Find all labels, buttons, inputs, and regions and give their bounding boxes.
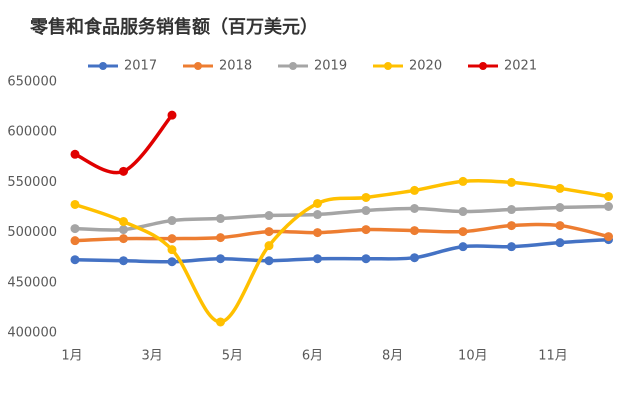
data-point [507, 221, 516, 231]
legend-marker [99, 62, 107, 70]
data-point [410, 226, 419, 236]
data-point [458, 176, 468, 186]
data-point [410, 204, 419, 214]
data-point [361, 225, 371, 235]
legend-marker [194, 62, 202, 70]
data-point [604, 191, 613, 201]
data-point [167, 257, 177, 267]
legend-label: 2019 [314, 59, 347, 74]
data-point [410, 253, 419, 263]
data-point [216, 214, 225, 224]
data-point [264, 241, 274, 251]
x-tick-label: 10月 [458, 349, 488, 364]
data-point [216, 233, 225, 243]
data-point [507, 205, 516, 215]
data-point [167, 234, 177, 244]
data-point [119, 166, 128, 176]
y-tick-label: 650000 [7, 75, 57, 90]
legend-label: 2018 [219, 59, 252, 74]
data-point [167, 110, 177, 120]
data-point [555, 203, 565, 212]
data-point [313, 210, 322, 220]
data-point [458, 207, 468, 217]
data-point [167, 245, 177, 255]
legend-label: 2017 [124, 59, 157, 74]
data-point [604, 201, 613, 211]
y-tick-label: 400000 [7, 326, 57, 341]
data-point [70, 255, 80, 265]
x-tick-label: 6月 [302, 349, 323, 364]
data-point [216, 317, 225, 327]
x-tick-label: 3月 [142, 349, 163, 364]
y-tick-label: 550000 [7, 175, 57, 190]
data-point [555, 221, 565, 231]
data-point [313, 228, 322, 238]
data-point [313, 254, 322, 264]
data-point [361, 254, 371, 264]
data-point [507, 242, 516, 252]
x-tick-label: 8月 [382, 349, 403, 364]
data-point [119, 225, 128, 235]
data-point [361, 192, 371, 202]
data-point [264, 256, 274, 266]
data-point [507, 177, 516, 187]
data-point [313, 198, 322, 208]
legend-label: 2021 [504, 59, 537, 74]
data-point [70, 224, 80, 234]
data-point [119, 217, 128, 227]
data-point [555, 238, 565, 248]
data-point [70, 199, 80, 209]
y-tick-label: 450000 [7, 275, 57, 290]
data-point [361, 206, 371, 216]
data-point [70, 236, 80, 246]
legend-marker [479, 62, 487, 70]
data-point [216, 254, 225, 264]
data-point [264, 211, 274, 221]
y-tick-label: 500000 [7, 225, 57, 240]
data-point [458, 242, 468, 252]
data-point [264, 227, 274, 237]
legend-label: 2020 [409, 59, 442, 74]
x-tick-label: 1月 [61, 349, 82, 364]
data-point [119, 234, 128, 244]
x-tick-label: 5月 [222, 349, 243, 364]
data-point [167, 216, 177, 226]
data-point [604, 232, 613, 242]
data-point [70, 149, 80, 159]
legend-marker [289, 62, 297, 70]
data-point [555, 183, 565, 193]
data-point [410, 185, 419, 195]
y-tick-label: 600000 [7, 125, 57, 140]
legend-marker [384, 62, 392, 70]
data-point [119, 256, 128, 266]
x-tick-label: 11月 [538, 349, 568, 364]
data-point [458, 227, 468, 237]
chart-title: 零售和食品服务销售额（百万美元） [29, 16, 318, 38]
